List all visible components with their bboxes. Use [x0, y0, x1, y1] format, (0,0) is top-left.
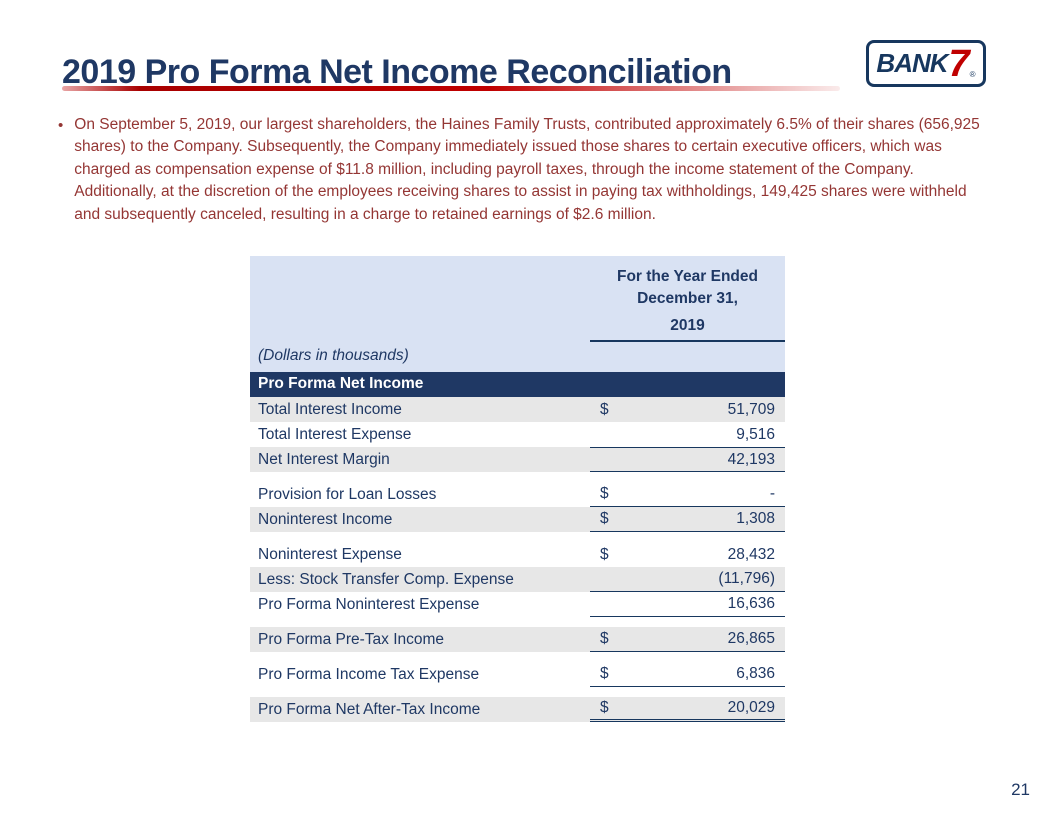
row-label: Provision for Loan Losses [258, 485, 437, 503]
table-row: Pro Forma Income Tax Expense $6,836 [250, 662, 785, 688]
row-label: Total Interest Expense [258, 425, 412, 443]
table-header-empty-cell [250, 256, 590, 342]
row-value-cell: $ - [590, 482, 785, 508]
row-amount: (11,796) [718, 570, 775, 588]
dollar-sign: $ [600, 630, 609, 648]
row-label: Noninterest Income [258, 510, 393, 528]
dollar-sign: $ [600, 400, 609, 418]
row-label: Pro Forma Pre-Tax Income [258, 630, 445, 648]
page-title: 2019 Pro Forma Net Income Reconciliation [62, 52, 732, 91]
table-row: Provision for Loan Losses $ - [250, 482, 785, 508]
table-body: Total Interest Income $51,709 Total Intere… [250, 397, 785, 723]
row-value-cell: (11,796) [590, 567, 785, 593]
dollar-sign: $ [600, 510, 609, 528]
row-amount: 9,516 [736, 425, 775, 443]
logo-bank-text: BANK [876, 48, 948, 78]
table-row: Pro Forma Pre-Tax Income $26,865 [250, 627, 785, 653]
row-value-cell: 16,636 [590, 592, 785, 618]
table-row: Noninterest Income $1,308 [250, 507, 785, 533]
row-value-cell: 9,516 [590, 422, 785, 447]
bank7-logo: BANK 7 ® [866, 40, 986, 87]
table-row: Noninterest Expense $28,432 [250, 542, 785, 567]
table-spacer [250, 652, 785, 663]
row-label: Total Interest Income [258, 400, 402, 418]
registered-mark-icon: ® [969, 70, 976, 79]
table-header-period-cell: For the Year Ended December 31, 2019 [590, 256, 785, 343]
row-amount: 28,432 [727, 545, 775, 563]
header-year: 2019 [590, 315, 785, 343]
row-label: Less: Stock Transfer Comp. Expense [258, 570, 514, 588]
table-spacer [250, 532, 785, 543]
row-amount: 1,308 [736, 510, 775, 528]
row-amount: 26,865 [727, 630, 775, 648]
table-row: Total Interest Income $51,709 [250, 397, 785, 423]
row-value-cell: 42,193 [590, 447, 785, 473]
bullet-marker-icon: • [58, 117, 64, 134]
row-amount: 20,029 [727, 699, 775, 717]
table-spacer [250, 472, 785, 483]
row-amount: 42,193 [727, 450, 775, 468]
logo-seven-text: 7 [948, 42, 970, 85]
table-spacer [250, 617, 785, 628]
page-number: 21 [1011, 780, 1030, 799]
row-value-cell: $6,836 [590, 662, 785, 688]
row-amount: 16,636 [727, 595, 775, 613]
row-value-cell: $1,308 [590, 507, 785, 533]
dollar-sign: $ [600, 665, 609, 683]
row-amount: 51,709 [727, 400, 775, 418]
units-note: (Dollars in thousands) [250, 342, 785, 373]
row-value-cell: $51,709 [590, 397, 785, 422]
header-line2: December 31, [637, 289, 738, 307]
table-row: Pro Forma Noninterest Expense 16,636 [250, 592, 785, 618]
table-row: Total Interest Expense 9,516 [250, 422, 785, 447]
table-row: Net Interest Margin 42,193 [250, 447, 785, 473]
row-label: Pro Forma Income Tax Expense [258, 665, 480, 683]
table-spacer [250, 687, 785, 698]
row-label: Pro Forma Noninterest Expense [258, 595, 480, 613]
row-value-cell: $28,432 [590, 542, 785, 567]
row-label: Net Interest Margin [258, 450, 390, 468]
dollar-sign: $ [600, 545, 609, 563]
dollar-sign: $ [600, 699, 609, 717]
row-value-cell: $20,029 [590, 697, 785, 723]
dollar-sign: $ [600, 485, 609, 503]
header-line1: For the Year Ended [617, 268, 758, 285]
row-label: Noninterest Expense [258, 545, 402, 563]
table-row: Less: Stock Transfer Comp. Expense (11,79… [250, 567, 785, 593]
bullet-paragraph: • On September 5, 2019, our largest shar… [58, 114, 990, 226]
row-amount: - [769, 485, 775, 503]
table-row: Pro Forma Net After-Tax Income $20,029 [250, 697, 785, 723]
row-label: Pro Forma Net After-Tax Income [258, 700, 481, 718]
section-header: Pro Forma Net Income [250, 372, 785, 398]
row-value-cell: $26,865 [590, 627, 785, 653]
row-amount: 6,836 [736, 665, 775, 683]
pro-forma-table: For the Year Ended December 31, 2019 (Do… [250, 256, 785, 723]
title-underline-rule [62, 86, 840, 91]
table-header: For the Year Ended December 31, 2019 [250, 256, 785, 343]
bullet-text: On September 5, 2019, our largest shareh… [74, 116, 980, 223]
